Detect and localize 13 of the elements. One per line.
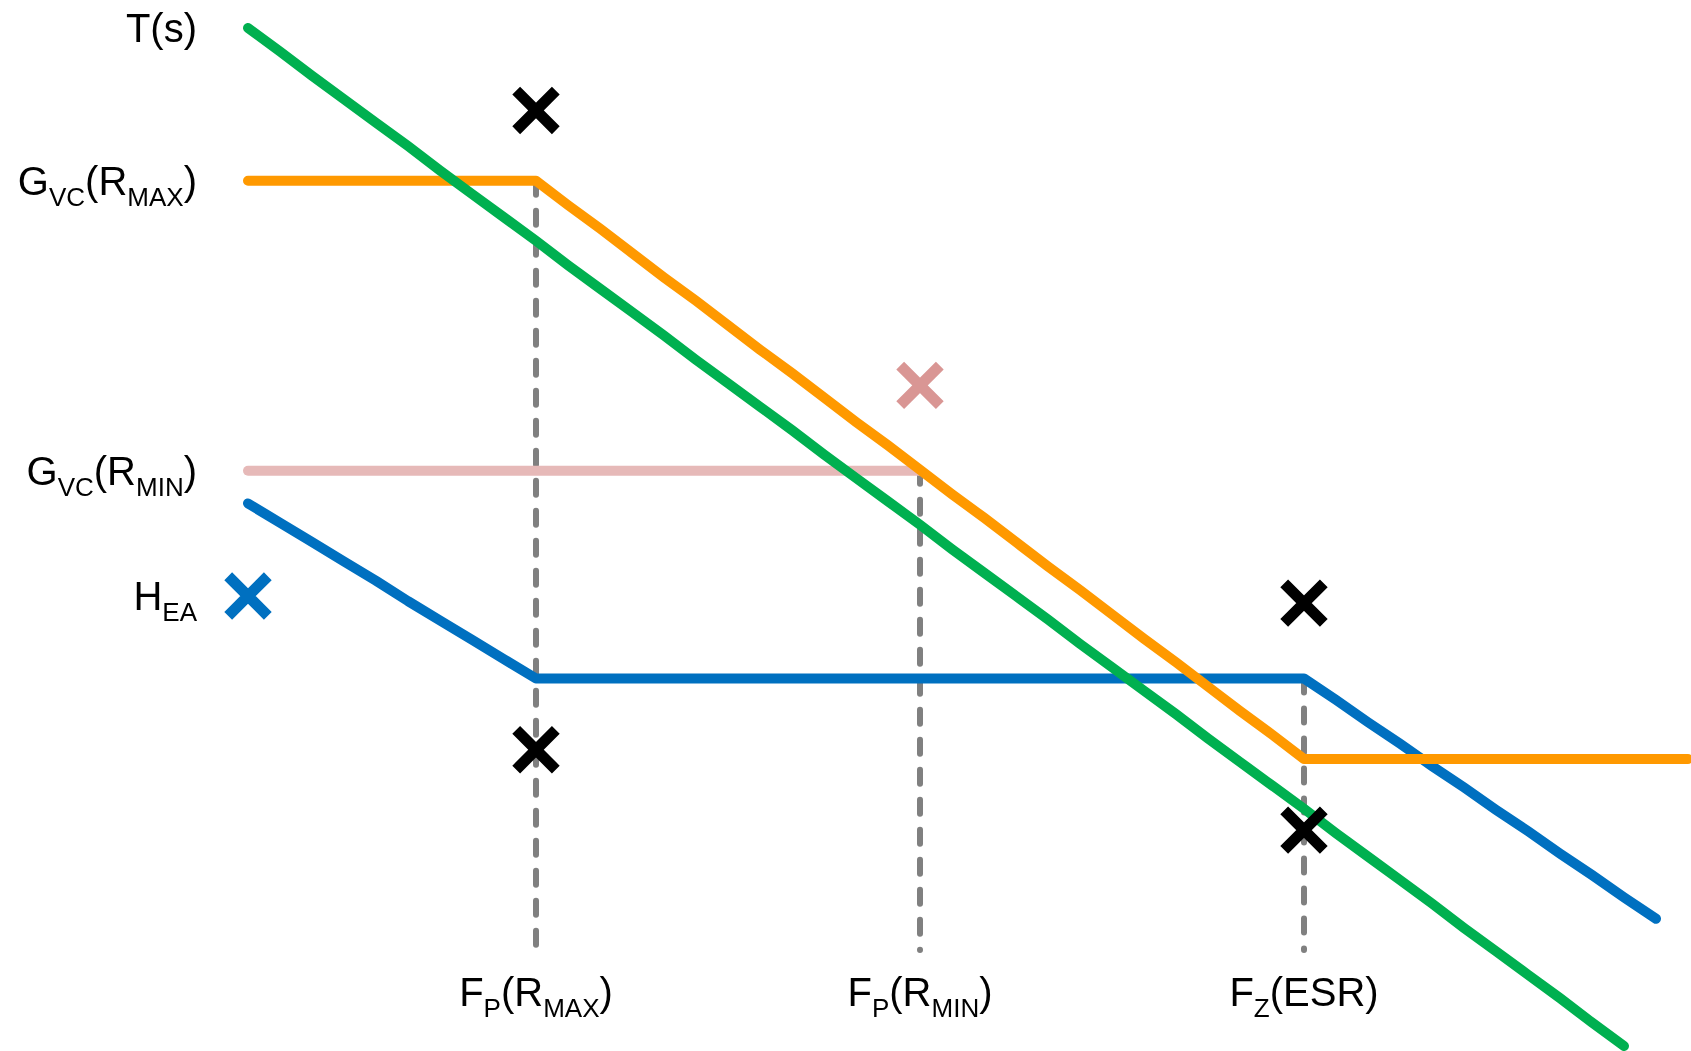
- x-tick-label: F$_{P}$(R$_{MAX}$): [459, 970, 613, 1023]
- x-tick-label: F$_{P}$(R$_{MIN}$): [847, 970, 993, 1023]
- point: [894, 360, 946, 411]
- series-label: T(s): [125, 6, 197, 50]
- point: [1278, 577, 1330, 629]
- point: [1278, 804, 1330, 856]
- point: [222, 570, 274, 622]
- series-label: G$_{VC}$(R$_{MIN}$): [26, 448, 197, 502]
- x-tick-label: F$_{Z}$(ESR): [1229, 970, 1379, 1023]
- point: [510, 85, 562, 136]
- series-label: G$_{VC}$(R$_{MAX}$): [17, 158, 197, 212]
- point: [510, 724, 562, 776]
- series-label: H$_{EA}$: [133, 574, 197, 627]
